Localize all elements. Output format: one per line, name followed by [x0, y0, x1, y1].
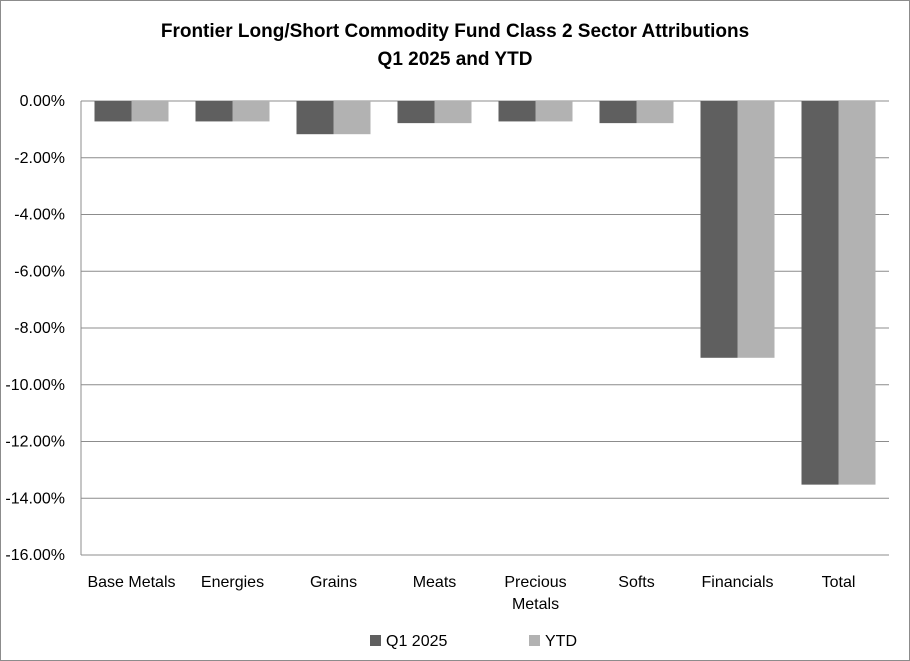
bar-ytd-7 — [838, 101, 876, 485]
chart-title-line-2: Q1 2025 and YTD — [378, 49, 533, 70]
axes — [80, 101, 889, 556]
y-tick-label: -8.00% — [14, 320, 65, 337]
bar-ytd-3 — [434, 101, 472, 124]
legend: Q1 2025 YTD — [370, 633, 577, 650]
category-label: Grains — [310, 574, 357, 591]
category-label: Precious — [504, 574, 566, 591]
bar-q1-2025-4 — [498, 101, 536, 122]
bar-ytd-6 — [737, 101, 775, 358]
y-tick-label: -12.00% — [5, 434, 65, 451]
y-tick-label: 0.00% — [20, 93, 65, 110]
category-label: Meats — [413, 574, 457, 591]
legend-swatch — [370, 635, 381, 646]
bars — [94, 101, 876, 485]
bar-q1-2025-2 — [296, 101, 334, 135]
y-tick-label: -6.00% — [14, 263, 65, 280]
legend-label: YTD — [545, 633, 577, 650]
y-tick-label: -10.00% — [5, 377, 65, 394]
category-label: Metals — [512, 596, 559, 613]
bar-ytd-5 — [636, 101, 674, 124]
category-label: Total — [822, 574, 856, 591]
bar-q1-2025-6 — [700, 101, 738, 358]
y-tick-label: -2.00% — [14, 150, 65, 167]
chart-title-line-1: Frontier Long/Short Commodity Fund Class… — [161, 21, 749, 42]
category-label: Financials — [701, 574, 773, 591]
legend-swatch — [529, 635, 540, 646]
bar-q1-2025-1 — [195, 101, 233, 122]
bar-q1-2025-7 — [801, 101, 839, 485]
bar-q1-2025-5 — [599, 101, 637, 124]
bar-ytd-2 — [333, 101, 371, 135]
chart-title: Frontier Long/Short Commodity Fund Class… — [161, 21, 749, 70]
bar-q1-2025-0 — [94, 101, 132, 122]
bar-ytd-4 — [535, 101, 573, 122]
bar-ytd-0 — [131, 101, 169, 122]
bar-ytd-1 — [232, 101, 270, 122]
x-axis-category-labels: Base Metals Energies Grains Meats Precious Me… — [87, 574, 855, 613]
y-tick-label: -14.00% — [5, 490, 65, 507]
legend-label: Q1 2025 — [386, 633, 447, 650]
category-label: Base Metals — [87, 574, 175, 591]
y-tick-label: -4.00% — [14, 207, 65, 224]
y-axis-tick-labels: 0.00% -2.00% -4.00% -6.00% -8.00% -10.00% -12.… — [5, 93, 65, 564]
bar-q1-2025-3 — [397, 101, 435, 124]
y-tick-label: -16.00% — [5, 547, 65, 564]
category-label: Softs — [618, 574, 654, 591]
category-label: Energies — [201, 574, 264, 591]
